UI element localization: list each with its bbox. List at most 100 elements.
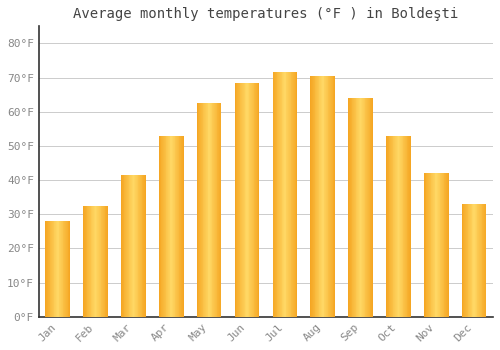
Bar [250, 83, 251, 317]
Bar [128, 175, 130, 317]
Bar [211, 103, 212, 317]
Bar [330, 76, 331, 317]
Bar [466, 204, 468, 317]
Bar [53, 221, 54, 317]
Bar [257, 83, 258, 317]
Bar [366, 98, 367, 317]
Bar [359, 98, 360, 317]
Bar [121, 175, 122, 317]
Bar [57, 221, 58, 317]
Bar [51, 221, 52, 317]
Bar [206, 103, 208, 317]
Bar [312, 76, 313, 317]
Bar [252, 83, 254, 317]
Bar [99, 206, 100, 317]
Bar [474, 204, 475, 317]
Bar [320, 76, 321, 317]
Bar [208, 103, 209, 317]
Bar [212, 103, 214, 317]
Bar [328, 76, 330, 317]
Bar [293, 72, 294, 317]
Bar [325, 76, 326, 317]
Bar [275, 72, 276, 317]
Bar [296, 72, 297, 317]
Bar [432, 173, 433, 317]
Bar [243, 83, 244, 317]
Bar [406, 136, 408, 317]
Bar [321, 76, 322, 317]
Bar [392, 136, 394, 317]
Bar [332, 76, 334, 317]
Bar [197, 103, 198, 317]
Bar [471, 204, 472, 317]
Bar [138, 175, 139, 317]
Bar [469, 204, 470, 317]
Bar [201, 103, 202, 317]
Bar [358, 98, 359, 317]
Bar [139, 175, 140, 317]
Bar [369, 98, 370, 317]
Bar [476, 204, 478, 317]
Bar [468, 204, 469, 317]
Bar [162, 136, 163, 317]
Bar [160, 136, 162, 317]
Bar [464, 204, 465, 317]
Bar [166, 136, 167, 317]
Title: Average monthly temperatures (°F ) in Boldeşti: Average monthly temperatures (°F ) in Bo… [74, 7, 458, 21]
Bar [62, 221, 64, 317]
Bar [244, 83, 246, 317]
Bar [102, 206, 103, 317]
Bar [219, 103, 220, 317]
Bar [204, 103, 205, 317]
Bar [183, 136, 184, 317]
Bar [318, 76, 320, 317]
Bar [326, 76, 327, 317]
Bar [440, 173, 441, 317]
Bar [251, 83, 252, 317]
Bar [280, 72, 281, 317]
Bar [278, 72, 279, 317]
Bar [310, 76, 311, 317]
Bar [178, 136, 180, 317]
Bar [92, 206, 93, 317]
Bar [438, 173, 440, 317]
Bar [447, 173, 448, 317]
Bar [58, 221, 59, 317]
Bar [202, 103, 203, 317]
Bar [238, 83, 239, 317]
Bar [446, 173, 447, 317]
Bar [465, 204, 466, 317]
Bar [391, 136, 392, 317]
Bar [478, 204, 479, 317]
Bar [220, 103, 222, 317]
Bar [65, 221, 66, 317]
Bar [362, 98, 363, 317]
Bar [256, 83, 257, 317]
Bar [216, 103, 218, 317]
Bar [424, 173, 425, 317]
Bar [214, 103, 215, 317]
Bar [394, 136, 395, 317]
Bar [47, 221, 48, 317]
Bar [181, 136, 182, 317]
Bar [404, 136, 405, 317]
Bar [169, 136, 170, 317]
Bar [242, 83, 243, 317]
Bar [331, 76, 332, 317]
Bar [210, 103, 211, 317]
Bar [106, 206, 107, 317]
Bar [247, 83, 248, 317]
Bar [98, 206, 99, 317]
Bar [436, 173, 437, 317]
Bar [248, 83, 250, 317]
Bar [254, 83, 255, 317]
Bar [54, 221, 56, 317]
Bar [173, 136, 174, 317]
Bar [274, 72, 275, 317]
Bar [176, 136, 177, 317]
Bar [317, 76, 318, 317]
Bar [386, 136, 387, 317]
Bar [480, 204, 482, 317]
Bar [352, 98, 353, 317]
Bar [290, 72, 292, 317]
